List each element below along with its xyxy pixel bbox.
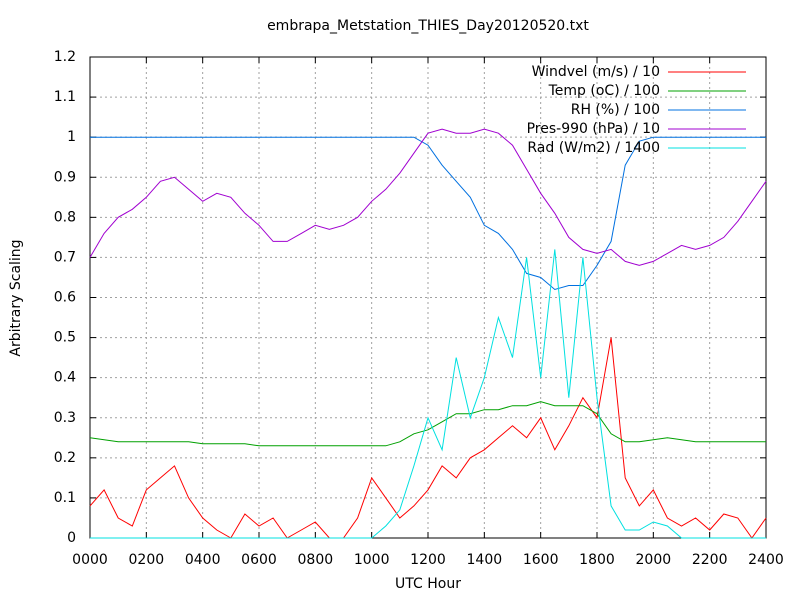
x-tick-label: 0000 xyxy=(72,552,108,568)
chart-title: embrapa_Metstation_THIES_Day20120520.txt xyxy=(267,18,589,34)
series-line xyxy=(89,128,767,266)
legend-label: Pres-990 (hPa) / 10 xyxy=(527,121,660,137)
y-tick-label: 0.5 xyxy=(54,330,76,346)
series-line xyxy=(89,337,767,539)
x-tick-label: 0600 xyxy=(241,552,277,568)
legend-label: Temp (oC) / 100 xyxy=(548,83,660,99)
series-line xyxy=(90,136,766,291)
x-tick-label: 0400 xyxy=(185,552,221,568)
y-axis-label: Arbitrary Scaling xyxy=(8,239,24,356)
y-tick-label: 1 xyxy=(67,129,76,145)
y-tick-label: 0.4 xyxy=(54,370,76,386)
x-tick-label: 1600 xyxy=(523,552,559,568)
x-axis-label: UTC Hour xyxy=(395,576,461,592)
y-tick-label: 0 xyxy=(67,530,76,546)
legend-label: Rad (W/m2) / 1400 xyxy=(527,140,660,156)
plot-frame xyxy=(89,56,767,539)
x-tick-label: 2000 xyxy=(636,552,672,568)
x-tick-label: 1800 xyxy=(579,552,615,568)
x-tick-label: 1400 xyxy=(467,552,503,568)
y-tick-label: 0.1 xyxy=(54,490,76,506)
x-tick-label: 2400 xyxy=(748,552,784,568)
x-tick-label: 1000 xyxy=(354,552,390,568)
y-tick-label: 1.2 xyxy=(54,49,76,65)
x-tick-label: 0200 xyxy=(129,552,165,568)
x-tick-label: 1200 xyxy=(410,552,446,568)
x-tick-label: 0800 xyxy=(298,552,334,568)
y-tick-label: 0.2 xyxy=(54,450,76,466)
y-tick-label: 0.3 xyxy=(54,410,76,426)
y-tick-label: 0.9 xyxy=(54,169,76,185)
legend-label: RH (%) / 100 xyxy=(571,102,660,118)
y-tick-label: 0.8 xyxy=(54,209,76,225)
legend-label: Windvel (m/s) / 10 xyxy=(532,64,660,80)
y-tick-label: 0.6 xyxy=(54,290,76,306)
y-tick-label: 0.7 xyxy=(54,249,76,265)
x-tick-label: 2200 xyxy=(692,552,728,568)
y-tick-label: 1.1 xyxy=(54,89,76,105)
series-line xyxy=(89,401,766,447)
series-line xyxy=(90,249,766,539)
